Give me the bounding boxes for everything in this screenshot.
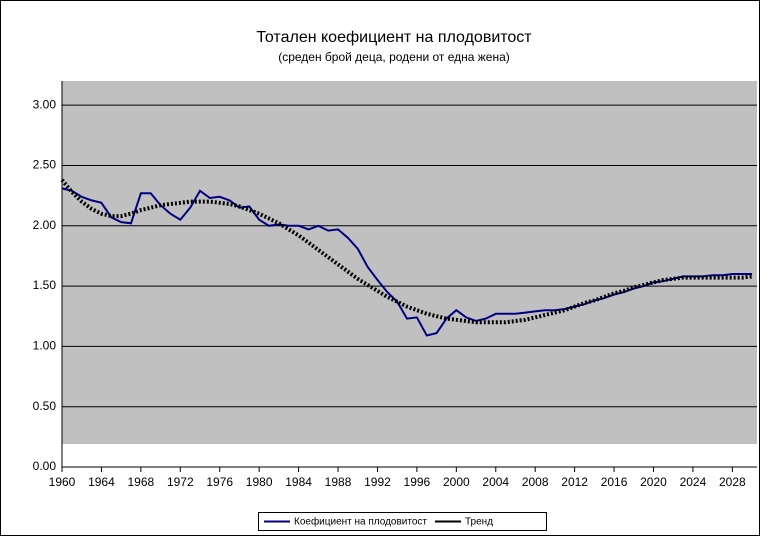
series-line	[60, 178, 753, 325]
x-tick-label: 2008	[522, 475, 549, 489]
plot-area	[62, 81, 757, 444]
x-tick-label: 1992	[364, 475, 391, 489]
x-tick-label: 2016	[601, 475, 628, 489]
x-tick-label: 1976	[206, 475, 233, 489]
legend-box	[258, 512, 547, 531]
y-tick-label: 3.00	[33, 97, 57, 111]
x-tick-label: 1980	[246, 475, 273, 489]
chart-title: Тотален коефициент на плодовитост	[256, 29, 532, 46]
x-tick-label: 2024	[680, 475, 707, 489]
x-tick-label: 1972	[167, 475, 194, 489]
chart-subtitle: (среден брой деца, родени от една жена)	[278, 50, 510, 64]
x-tick-label: 1964	[88, 475, 115, 489]
x-tick-label: 2020	[640, 475, 667, 489]
legend-label: Коефициент на плодовитост	[294, 516, 427, 528]
y-tick-label: 1.50	[33, 278, 57, 292]
x-tick-label: 1968	[128, 475, 155, 489]
x-tick-label: 2004	[482, 475, 509, 489]
x-tick-label: 2012	[561, 475, 588, 489]
y-tick-label: 0.00	[33, 459, 57, 473]
x-tick-label: 2028	[719, 475, 746, 489]
x-tick-label: 1988	[325, 475, 352, 489]
legend-label: Тренд	[465, 517, 493, 528]
y-tick-label: 0.50	[33, 399, 57, 413]
series-line	[61, 187, 753, 337]
y-tick-label: 2.00	[33, 218, 57, 232]
x-tick-label: 1984	[285, 475, 312, 489]
x-tick-label: 1996	[404, 475, 431, 489]
x-tick-label: 2000	[443, 475, 470, 489]
x-tick-label: 1960	[49, 475, 76, 489]
y-tick-label: 1.00	[33, 339, 57, 353]
y-tick-label: 2.50	[33, 158, 57, 172]
